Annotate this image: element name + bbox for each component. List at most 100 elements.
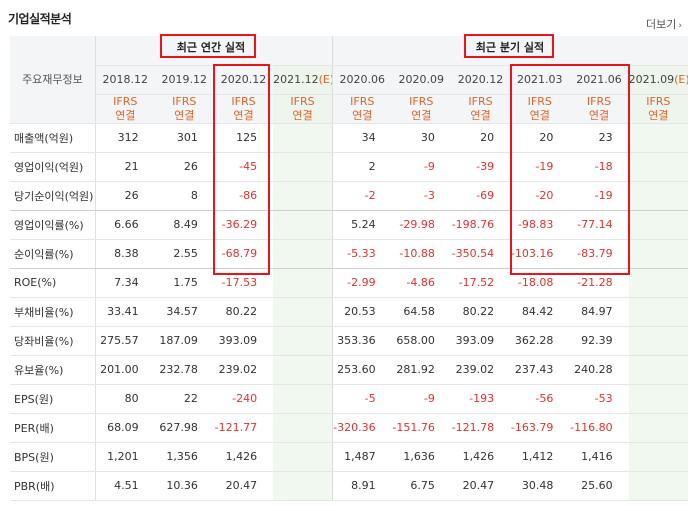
consolidation-label: 연결	[529, 108, 550, 122]
table-cell: 23	[569, 123, 629, 153]
table-cell: 1,356	[154, 442, 214, 472]
accounting-standard-header: IFRS 연결	[213, 94, 274, 124]
table-cell: 30.48	[510, 471, 570, 501]
table-cell: 1.75	[154, 268, 214, 298]
period-year: 2020.12	[457, 73, 504, 86]
table-row: 순이익률(%) 8.38 2.55 -68.79 -5.33 -10.88 -350.54-…	[10, 239, 688, 269]
table-row: ROE(%) 7.34 1.75 -17.53 -2.99 -4.86 -17.52 -18.…	[10, 268, 688, 298]
table-cell	[273, 268, 333, 298]
table-cell: -320.36	[331, 413, 392, 443]
table-row: BPS(원) 1,201 1,356 1,426 1,487 1,636 1,426 1,41…	[10, 442, 688, 472]
table-cell: -2.99	[331, 268, 392, 298]
period-column-header: 2020.09	[391, 65, 451, 95]
ifrs-label: IFRS	[409, 94, 434, 108]
table-cell: 5.24	[331, 210, 392, 240]
table-cell: 353.36	[331, 326, 392, 356]
accounting-standard-header: IFRS 연결	[569, 94, 629, 124]
table-cell: 80	[95, 384, 155, 414]
table-cell: -68.79	[213, 239, 274, 269]
table-cell: -198.76	[450, 210, 511, 240]
table-cell: -10.88	[391, 239, 451, 269]
table-cell: -17.52	[450, 268, 511, 298]
table-cell: -53	[569, 384, 629, 414]
table-cell: -19	[569, 181, 629, 211]
table-cell	[628, 413, 688, 443]
financial-table-body: 매출액(억원) 312 301 125 34 30 20 20 23 영업이익(억원) 21 26 -4…	[10, 123, 688, 501]
table-cell: -193	[450, 384, 511, 414]
table-row: PBR(배) 4.51 10.36 20.47 8.91 6.75 20.47 30.48 25…	[10, 471, 688, 501]
table-row: PER(배) 68.09 627.98 -121.77 -320.36 -151.76 -1…	[10, 413, 688, 443]
table-cell: -36.29	[213, 210, 274, 240]
row-label: ROE(%)	[10, 268, 96, 298]
row-label: BPS(원)	[10, 442, 96, 472]
accounting-standard-header: IFRS 연결	[154, 94, 214, 124]
table-cell: 1,426	[450, 442, 511, 472]
table-cell	[628, 152, 688, 182]
accounting-standard-header: IFRS 연결	[95, 94, 155, 124]
row-label: PER(배)	[10, 413, 96, 443]
period-year: 2021.06	[576, 73, 622, 86]
table-cell	[628, 181, 688, 211]
row-label: EPS(원)	[10, 384, 96, 414]
row-label: 매출액(억원)	[10, 123, 96, 153]
table-cell: -18	[569, 152, 629, 182]
row-label: 유보율(%)	[10, 355, 96, 385]
table-cell	[273, 123, 333, 153]
year-header-row: 2018.122019.122020.122021.12(E)2020.0620…	[10, 65, 688, 95]
table-cell: -77.14	[569, 210, 629, 240]
table-cell: -56	[510, 384, 570, 414]
table-cell: 237.43	[510, 355, 570, 385]
accounting-standard-header: IFRS 연결	[628, 94, 688, 124]
table-cell: 201.00	[95, 355, 155, 385]
table-cell	[273, 355, 333, 385]
accounting-standard-header: IFRS 연결	[273, 94, 333, 124]
table-cell: -3	[391, 181, 451, 211]
consolidation-label: 연결	[233, 108, 254, 122]
table-cell: 362.28	[510, 326, 570, 356]
table-cell: 10.36	[154, 471, 214, 501]
table-cell: -9	[391, 152, 451, 182]
table-row: 영업이익(억원) 21 26 -45 2 -9 -39 -19 -18	[10, 152, 688, 182]
accounting-standard-header: IFRS 연결	[450, 94, 511, 124]
period-year: 2020.09	[398, 73, 444, 86]
period-year: 2020.06	[339, 73, 385, 86]
table-cell: -20	[510, 181, 570, 211]
table-cell: 22	[154, 384, 214, 414]
period-column-header: 2021.12(E)	[273, 65, 333, 95]
row-label: 부채비율(%)	[10, 297, 96, 327]
period-column-header: 2018.12	[95, 65, 155, 95]
table-cell: -17.53	[213, 268, 274, 298]
table-cell: 84.97	[569, 297, 629, 327]
table-cell: 33.41	[95, 297, 155, 327]
table-cell	[273, 239, 333, 269]
table-row: 당좌비율(%) 275.57 187.09 393.09 353.36 658.00 393…	[10, 326, 688, 356]
table-cell: 20	[450, 123, 511, 153]
consolidation-label: 연결	[411, 108, 432, 122]
label-column-header: 주요재무정보	[10, 36, 96, 124]
period-year: 2018.12	[102, 73, 148, 86]
ifrs-label: IFRS	[172, 94, 197, 108]
table-cell: 6.75	[391, 471, 451, 501]
accounting-standard-header: IFRS 연결	[331, 94, 392, 124]
table-cell: -19	[510, 152, 570, 182]
row-label: 순이익률(%)	[10, 239, 96, 269]
table-cell: 253.60	[331, 355, 392, 385]
consolidation-label: 연결	[174, 108, 195, 122]
consolidation-label: 연결	[115, 108, 136, 122]
table-cell	[628, 297, 688, 327]
row-label: 당좌비율(%)	[10, 326, 96, 356]
table-cell: -163.79	[510, 413, 570, 443]
table-cell: 312	[95, 123, 155, 153]
more-link[interactable]: 더보기 ›	[646, 16, 682, 32]
financial-table: 주요재무정보 2018.122019.122020.122021.12(E)20…	[10, 36, 688, 501]
table-cell: 8	[154, 181, 214, 211]
table-cell: 64.58	[391, 297, 451, 327]
table-cell: 393.09	[213, 326, 274, 356]
estimate-marker: (E)	[318, 73, 333, 86]
table-cell: 275.57	[95, 326, 155, 356]
table-cell: -18.08	[510, 268, 570, 298]
ifrs-label: IFRS	[586, 94, 612, 108]
table-cell: 627.98	[154, 413, 214, 443]
table-cell: 1,201	[95, 442, 155, 472]
table-cell	[628, 442, 688, 472]
